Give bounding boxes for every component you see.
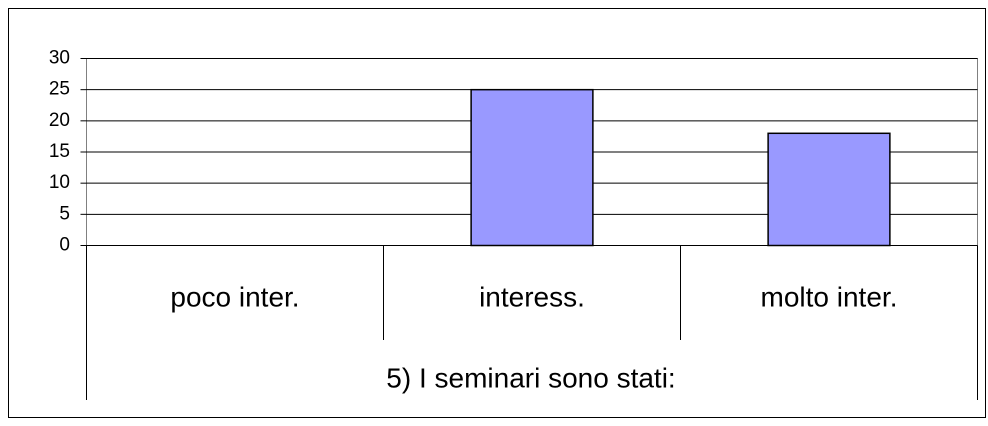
chart-frame <box>8 8 986 418</box>
x-tick-label: poco inter. <box>170 281 299 312</box>
y-tick-label: 15 <box>49 141 70 162</box>
x-axis-label: 5) I seminari sono stati: <box>386 362 675 393</box>
x-tick-label: molto inter. <box>761 281 898 312</box>
y-tick-label: 20 <box>49 110 70 131</box>
y-tick-label: 25 <box>49 79 70 100</box>
y-tick-label: 0 <box>59 235 70 256</box>
x-tick-label: interess. <box>479 281 585 312</box>
bar <box>470 88 594 247</box>
y-tick-label: 5 <box>59 203 70 224</box>
y-tick-label: 30 <box>49 48 70 69</box>
bar <box>767 132 891 247</box>
y-tick-label: 10 <box>49 172 70 193</box>
